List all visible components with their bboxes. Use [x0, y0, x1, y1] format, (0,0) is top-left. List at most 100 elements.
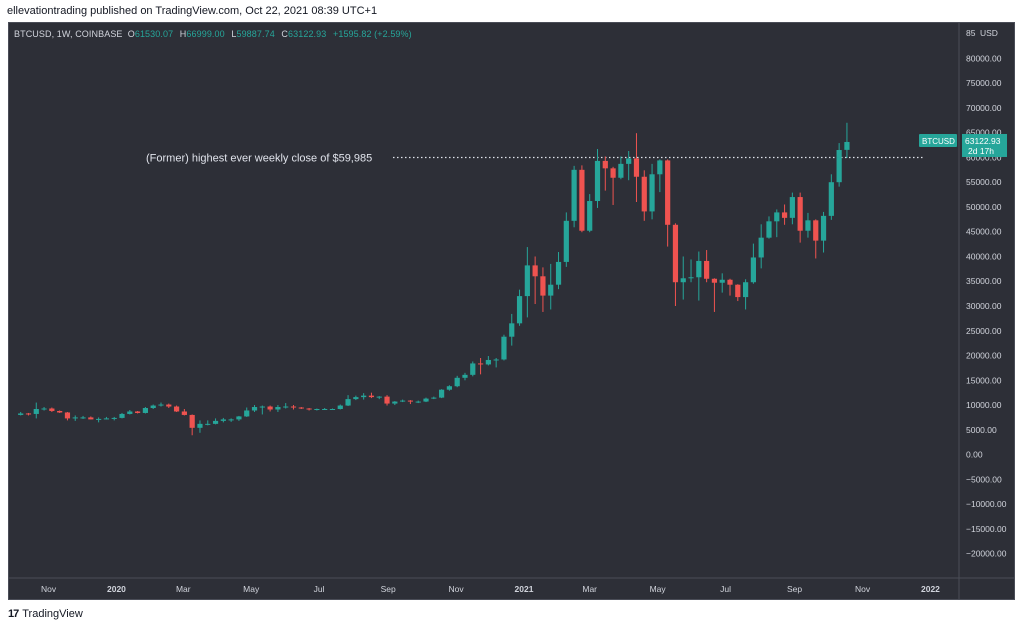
- legend-low-value: 59887.74: [236, 29, 275, 39]
- candle-body: [166, 404, 172, 407]
- candle-body: [781, 212, 788, 218]
- y-tick-label: 75000.00: [966, 78, 1002, 88]
- candle-body: [205, 423, 211, 425]
- candle-body: [64, 412, 71, 419]
- candle-body: [57, 410, 63, 413]
- chart-pane[interactable]: [8, 22, 1015, 600]
- candle-body: [439, 389, 445, 398]
- candle-body: [626, 158, 632, 164]
- candle-body: [259, 406, 265, 408]
- y-tick-label: 30000.00: [966, 301, 1002, 311]
- legend-high-label: H: [179, 29, 187, 39]
- y-tick-label: 55000.00: [966, 177, 1002, 187]
- candle-body: [493, 359, 499, 361]
- candle-body: [72, 417, 78, 419]
- x-tick-label: Nov: [449, 584, 465, 594]
- candle-body: [665, 160, 671, 225]
- candle-body: [446, 386, 452, 390]
- x-tick-label: Sep: [787, 584, 802, 594]
- candle-body: [579, 169, 585, 231]
- candle-body: [314, 409, 320, 411]
- x-tick-label: Sep: [381, 584, 396, 594]
- legend-change: +1595.82 (+2.59%): [332, 29, 412, 39]
- candle-body: [290, 406, 297, 408]
- candle-body: [774, 212, 780, 222]
- candle-body: [805, 220, 811, 231]
- y-tick-label: −20000.00: [966, 549, 1007, 559]
- x-tick-label: Mar: [176, 584, 191, 594]
- candle-body: [251, 407, 258, 411]
- candle-body: [758, 237, 764, 258]
- candle-body: [820, 215, 827, 241]
- y-tick-label: 5000.00: [966, 425, 997, 435]
- candle-body: [711, 278, 718, 283]
- candle-body: [244, 410, 250, 417]
- candle-body: [392, 401, 398, 404]
- candle-body: [345, 399, 351, 406]
- y-tick-label: 65000.00: [966, 128, 1002, 138]
- candle-body: [423, 398, 429, 402]
- candle-body: [236, 416, 242, 420]
- candle-body: [516, 296, 523, 324]
- candle-body: [618, 163, 624, 178]
- candle-body: [540, 276, 546, 296]
- candle-body: [212, 420, 219, 424]
- y-tick-label: 70000.00: [966, 103, 1002, 113]
- tradingview-brand: TradingView: [22, 608, 83, 620]
- candle-body: [80, 417, 86, 419]
- symbol-tag-label: BTCUSD: [922, 137, 955, 146]
- y-tick-label: 0.00: [966, 450, 983, 460]
- candle-body: [477, 363, 484, 365]
- legend-high-value: 66999.00: [186, 29, 225, 39]
- y-tick-label: 60000.00: [966, 152, 1002, 162]
- candle-body: [298, 407, 304, 409]
- tradingview-footer[interactable]: 17 TradingView: [8, 608, 83, 620]
- candle-body: [470, 363, 476, 375]
- candle-body: [789, 197, 795, 218]
- candle-body: [696, 260, 702, 278]
- candle-body: [594, 160, 601, 202]
- x-tick-label: Mar: [582, 584, 597, 594]
- candle-body: [150, 405, 156, 409]
- candle-body: [18, 413, 24, 415]
- candle-body: [337, 405, 343, 410]
- candle-body: [555, 261, 562, 285]
- legend-close-value: 63122.93: [288, 29, 327, 39]
- candle-body: [306, 408, 312, 410]
- y-tick-label: 35000.00: [966, 276, 1002, 286]
- bar-countdown: 2d 17h: [968, 146, 994, 156]
- candle-body: [602, 160, 608, 169]
- candle-body: [431, 397, 437, 399]
- candle-body: [672, 224, 679, 283]
- candle-body: [836, 150, 842, 183]
- candle-body: [844, 141, 850, 150]
- published-by-text: ellevationtrading published on TradingVi…: [7, 5, 378, 17]
- candle-body: [275, 407, 281, 410]
- x-tick-label: Nov: [41, 584, 57, 594]
- candle-body: [142, 408, 148, 413]
- candle-body: [742, 282, 749, 298]
- candle-body: [610, 168, 616, 178]
- candle-body: [376, 396, 382, 398]
- legend-open-label: O: [127, 29, 135, 39]
- x-tick-label: 2021: [515, 584, 534, 594]
- legend-close-label: C: [281, 29, 289, 39]
- candle-body: [158, 404, 164, 406]
- candle-body: [587, 201, 593, 231]
- y-tick-label: 80000.00: [966, 53, 1002, 63]
- candle-body: [524, 265, 530, 297]
- candle-body: [368, 395, 375, 398]
- currency-label: USD: [980, 28, 998, 38]
- candle-body: [501, 336, 507, 360]
- x-tick-label: Jul: [720, 584, 731, 594]
- candle-body: [509, 323, 515, 337]
- candle-body: [813, 220, 819, 241]
- x-tick-label: Nov: [855, 584, 871, 594]
- symbol-tag: [919, 133, 957, 147]
- candle-body: [462, 374, 468, 378]
- legend-low-label: L: [231, 29, 237, 39]
- candle-body: [828, 182, 834, 216]
- candle-body: [563, 220, 569, 262]
- y-tick-label: 20000.00: [966, 351, 1002, 361]
